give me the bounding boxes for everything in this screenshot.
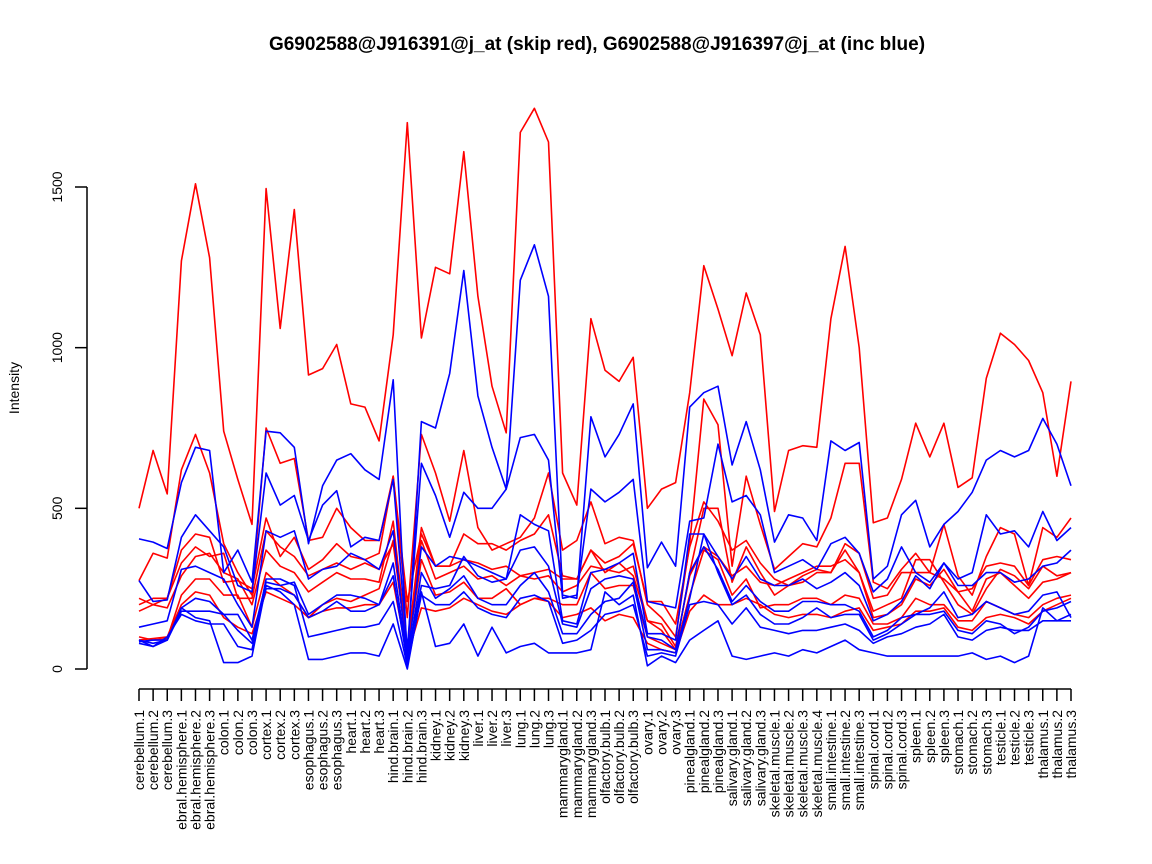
x-tick-label: skeletal.muscle.1 [766, 710, 782, 818]
x-tick-label: cerebellum.2 [145, 710, 161, 790]
blue-series-line-13 [138, 578, 1071, 667]
x-tick-label: ebral.hemisphere.1 [173, 710, 189, 830]
x-tick-label: liver.3 [498, 710, 514, 747]
y-tick-label: 500 [49, 496, 65, 520]
x-tick-label: small.intestine.1 [823, 710, 839, 811]
x-tick-label: stomach.3 [978, 710, 994, 775]
x-tick-label: ovary.1 [639, 710, 655, 755]
x-tick-label: pinealgland.3 [710, 710, 726, 794]
x-tick-label: ebral.hemisphere.2 [187, 710, 203, 830]
x-tick-label: esophagus.3 [329, 710, 345, 790]
x-tick-label: esophagus.1 [300, 710, 316, 790]
x-tick-label: salivary.gland.1 [724, 710, 740, 806]
x-tick-label: colon.1 [216, 710, 232, 755]
series-layer [138, 107, 1072, 670]
x-tick-label: thalamus.3 [1063, 710, 1079, 779]
x-tick-label: mammarygland.2 [569, 710, 585, 818]
red-series-line-2 [138, 398, 1072, 638]
x-tick-label: pinealgland.1 [682, 710, 698, 794]
x-tick-label: lung.1 [512, 710, 528, 748]
x-tick-label: stomach.1 [950, 710, 966, 775]
red-series-line-1 [138, 107, 1072, 526]
x-tick-label: salivary.gland.3 [752, 710, 768, 806]
x-tick-label: colon.2 [230, 710, 246, 755]
x-tick-label: lung.3 [541, 710, 557, 748]
x-axis: cerebellum.1cerebellum.2cerebellum.3ebra… [131, 688, 1079, 830]
x-tick-label: stomach.2 [964, 710, 980, 775]
x-tick-label: lung.2 [526, 710, 542, 748]
x-tick-label: spinal.cord.3 [894, 710, 910, 790]
x-tick-label: mammarygland.1 [555, 710, 571, 818]
x-tick-label: skeletal.muscle.4 [809, 710, 825, 818]
x-tick-label: ebral.hemisphere.3 [202, 710, 218, 830]
x-tick-label: cerebellum.3 [159, 710, 175, 790]
x-tick-label: cortex.2 [272, 710, 288, 760]
red-series-line-6 [138, 539, 1072, 654]
y-axis-label: Intensity [6, 362, 22, 414]
blue-series-line-9 [138, 433, 1072, 651]
x-tick-label: kidney.2 [442, 710, 458, 761]
x-tick-label: kidney.1 [428, 710, 444, 761]
x-tick-label: hind.brain.3 [413, 710, 429, 783]
blue-series-line-8 [138, 244, 1072, 661]
x-tick-label: testicle.2 [1007, 710, 1023, 765]
x-tick-label: cortex.1 [258, 710, 274, 760]
blue-series-line-10 [138, 513, 1072, 661]
blue-series-line-12 [138, 533, 1072, 664]
x-tick-label: ovary.3 [668, 710, 684, 755]
x-tick-label: spinal.cord.2 [879, 710, 895, 790]
y-tick-label: 0 [49, 665, 65, 673]
x-tick-label: skeletal.muscle.2 [781, 710, 797, 818]
x-tick-label: spleen.2 [922, 710, 938, 763]
x-tick-label: heart.3 [371, 710, 387, 754]
x-tick-label: small.intestine.3 [851, 710, 867, 811]
x-tick-label: colon.3 [244, 710, 260, 755]
x-tick-label: olfactory.bulb.1 [597, 710, 613, 804]
x-tick-label: mammarygland.3 [583, 710, 599, 818]
x-tick-label: kidney.3 [456, 710, 472, 761]
x-tick-label: cerebellum.1 [131, 710, 147, 790]
x-tick-label: thalamus.1 [1035, 710, 1051, 779]
x-tick-label: cortex.3 [286, 710, 302, 760]
y-tick-label: 1000 [49, 332, 65, 363]
x-tick-label: olfactory.bulb.2 [611, 710, 627, 804]
x-tick-label: liver.1 [470, 710, 486, 747]
red-series-line-4 [138, 526, 1072, 651]
x-tick-label: heart.1 [343, 710, 359, 754]
x-tick-label: olfactory.bulb.3 [625, 710, 641, 804]
x-tick-label: heart.2 [357, 710, 373, 754]
x-tick-label: testicle.1 [992, 710, 1008, 765]
x-tick-label: liver.2 [484, 710, 500, 747]
y-axis: 0 500 1000 1500 [49, 171, 88, 673]
x-tick-label: spleen.1 [908, 710, 924, 763]
x-tick-label: small.intestine.2 [837, 710, 853, 811]
x-tick-label: testicle.3 [1021, 710, 1037, 765]
blue-series-line-14 [138, 584, 1072, 670]
x-tick-label: skeletal.muscle.3 [795, 710, 811, 818]
y-tick-label: 1500 [49, 171, 65, 202]
chart-title: G6902588@J916391@j_at (skip red), G69025… [269, 34, 925, 55]
x-tick-label: hind.brain.1 [385, 710, 401, 783]
x-tick-label: spleen.3 [936, 710, 952, 763]
x-tick-label: esophagus.2 [315, 710, 331, 790]
x-tick-label: spinal.cord.1 [865, 710, 881, 790]
x-tick-label: ovary.2 [653, 710, 669, 755]
x-tick-label: thalamus.2 [1049, 710, 1065, 779]
x-tick-label: hind.brain.2 [399, 710, 415, 783]
x-tick-label: salivary.gland.2 [738, 710, 754, 806]
x-tick-label: pinealgland.2 [696, 710, 712, 794]
